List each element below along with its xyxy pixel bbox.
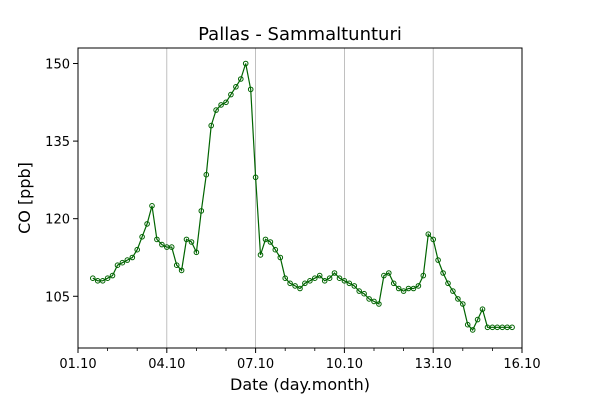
data-point (228, 91, 234, 98)
data-point (173, 262, 180, 269)
series-layer (90, 60, 515, 333)
data-point (312, 275, 318, 282)
data-point (336, 275, 343, 282)
data-point (139, 234, 145, 240)
data-point (203, 171, 210, 178)
data-point (361, 290, 367, 297)
data-point (277, 254, 284, 261)
data-point (247, 86, 254, 93)
data-point (307, 278, 313, 284)
data-point (356, 288, 363, 294)
data-point (233, 84, 239, 90)
data-point (460, 301, 466, 307)
x-tick-label: 13.10 (415, 357, 452, 372)
x-axis: 01.10 04.10 07.10 10.10 13.10 16.10 (59, 348, 541, 372)
data-point (430, 236, 437, 243)
data-point (99, 278, 106, 284)
data-point (415, 283, 422, 289)
x-tick-label: 04.10 (148, 357, 185, 372)
data-point (316, 272, 323, 279)
plot-frame (77, 47, 523, 349)
data-point (381, 272, 387, 279)
data-point (420, 272, 427, 279)
data-point (252, 174, 259, 181)
data-point (218, 102, 224, 108)
y-axis-label: CO [ppb] (15, 162, 34, 234)
data-point (366, 296, 372, 302)
data-point (386, 270, 392, 276)
data-point (292, 283, 298, 289)
data-point (149, 203, 155, 209)
x-tick-label: 16.10 (503, 357, 540, 372)
data-point (193, 249, 200, 256)
data-point (464, 321, 471, 328)
data-point (104, 275, 111, 282)
y-tick-label: 150 (45, 58, 70, 73)
data-point (159, 241, 165, 248)
data-point (223, 99, 229, 106)
data-point (178, 267, 185, 274)
data-point (109, 272, 116, 279)
data-point (154, 236, 160, 243)
x-tick-label: 07.10 (237, 357, 274, 372)
data-point (395, 285, 402, 292)
data-point (198, 208, 205, 214)
data-point (208, 122, 214, 129)
data-point (287, 280, 293, 287)
y-tick-label: 120 (45, 213, 70, 228)
data-point (124, 257, 131, 263)
data-point (297, 285, 303, 292)
data-point (282, 275, 289, 282)
data-point (331, 270, 338, 276)
x-axis-label: Date (day.month) (230, 375, 370, 394)
data-point (188, 239, 195, 245)
data-point (114, 262, 121, 269)
data-point (450, 288, 456, 294)
data-point (400, 288, 407, 294)
data-point (390, 280, 397, 287)
y-tick-label: 105 (45, 290, 70, 305)
series-line (92, 63, 513, 331)
x-tick-label: 01.10 (59, 357, 96, 372)
data-point (376, 301, 382, 307)
data-point (351, 283, 358, 289)
data-point (479, 306, 486, 313)
data-point (410, 285, 417, 292)
data-point (445, 280, 451, 287)
data-point (129, 254, 136, 261)
y-tick-label: 135 (45, 135, 70, 150)
grid-lines (166, 48, 434, 348)
chart-title: Pallas - Sammaltunturi (198, 24, 402, 45)
data-point (183, 236, 190, 243)
data-point (242, 60, 249, 67)
data-point (341, 278, 348, 284)
data-point (272, 246, 279, 253)
data-point (321, 278, 328, 284)
data-point (168, 244, 175, 250)
data-point (302, 280, 308, 287)
data-point (440, 270, 446, 276)
data-point (425, 231, 432, 237)
data-point (326, 275, 333, 282)
data-point (257, 252, 264, 258)
data-point (119, 259, 126, 266)
data-point (267, 239, 274, 245)
x-tick-label: 10.10 (326, 357, 363, 372)
data-point (90, 275, 96, 282)
data-point (509, 324, 515, 331)
data-point (371, 298, 377, 305)
data-point (262, 236, 269, 243)
data-point (469, 327, 476, 333)
data-point (213, 107, 219, 113)
data-point (346, 280, 353, 287)
data-point (134, 246, 140, 253)
y-axis: 105 120 135 150 (45, 58, 78, 305)
data-point (238, 76, 244, 82)
data-point (455, 296, 461, 302)
data-point (144, 221, 150, 227)
data-point (435, 257, 441, 263)
data-point (474, 316, 481, 323)
